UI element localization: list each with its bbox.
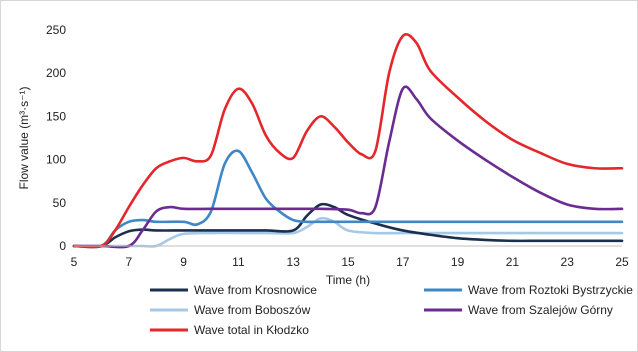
series-line-3 — [72, 85, 624, 249]
y-tick-label: 150 — [46, 109, 66, 123]
x-tick-label: 11 — [232, 255, 245, 269]
y-axis-ticks: 0 50 100 150 200 250 — [46, 23, 66, 253]
x-tick-label: 19 — [451, 255, 465, 269]
x-tick-label: 15 — [341, 255, 355, 269]
x-tick-label: 21 — [506, 255, 520, 269]
x-axis-ticks: 5 7 9 11 13 15 17 19 21 23 25 — [71, 255, 629, 269]
legend-label: Wave total in Kłodzko — [194, 323, 309, 337]
x-tick-label: 5 — [71, 255, 78, 269]
series-lines — [72, 33, 624, 249]
y-axis-title: Flow value (m³·s⁻¹) — [17, 86, 31, 189]
y-tick-label: 250 — [46, 23, 66, 37]
legend-label: Wave from Roztoki Bystrzyckie — [468, 283, 633, 297]
legend-label: Wave from Boboszów — [194, 303, 311, 317]
x-tick-label: 23 — [561, 255, 575, 269]
y-tick-label: 50 — [53, 196, 67, 210]
legend-label: Wave from Krosnowice — [194, 283, 317, 297]
y-tick-label: 0 — [59, 239, 66, 253]
series-line-1 — [72, 149, 624, 249]
x-tick-label: 13 — [287, 255, 301, 269]
x-axis-title: Time (h) — [326, 273, 370, 287]
x-tick-label: 7 — [125, 255, 132, 269]
y-tick-label: 100 — [46, 153, 66, 167]
x-tick-label: 25 — [615, 255, 629, 269]
x-tick-label: 9 — [180, 255, 187, 269]
series-line-4 — [72, 33, 624, 249]
y-tick-label: 200 — [46, 66, 66, 80]
legend-label: Wave from Szalejów Górny — [468, 303, 613, 317]
legend: Wave from Krosnowice Wave from Roztoki By… — [150, 283, 633, 337]
x-tick-label: 17 — [396, 255, 410, 269]
